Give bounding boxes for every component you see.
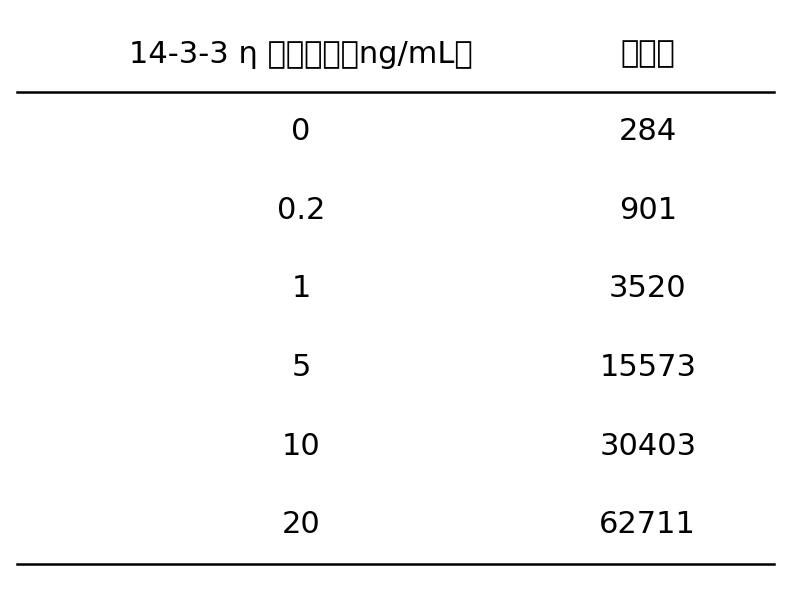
Text: 20: 20 xyxy=(282,510,320,540)
Text: 0.2: 0.2 xyxy=(277,196,325,225)
Text: 284: 284 xyxy=(619,117,677,146)
Text: 15573: 15573 xyxy=(600,353,696,382)
Text: 10: 10 xyxy=(282,432,320,461)
Text: 3520: 3520 xyxy=(609,274,687,303)
Text: 901: 901 xyxy=(619,196,677,225)
Text: 62711: 62711 xyxy=(600,510,696,540)
Text: 30403: 30403 xyxy=(599,432,696,461)
Text: 1: 1 xyxy=(291,274,311,303)
Text: 信号值: 信号值 xyxy=(620,39,675,69)
Text: 14-3-3 η 蛋白浓度（ng/mL）: 14-3-3 η 蛋白浓度（ng/mL） xyxy=(129,39,473,69)
Text: 5: 5 xyxy=(291,353,311,382)
Text: 0: 0 xyxy=(291,117,311,146)
